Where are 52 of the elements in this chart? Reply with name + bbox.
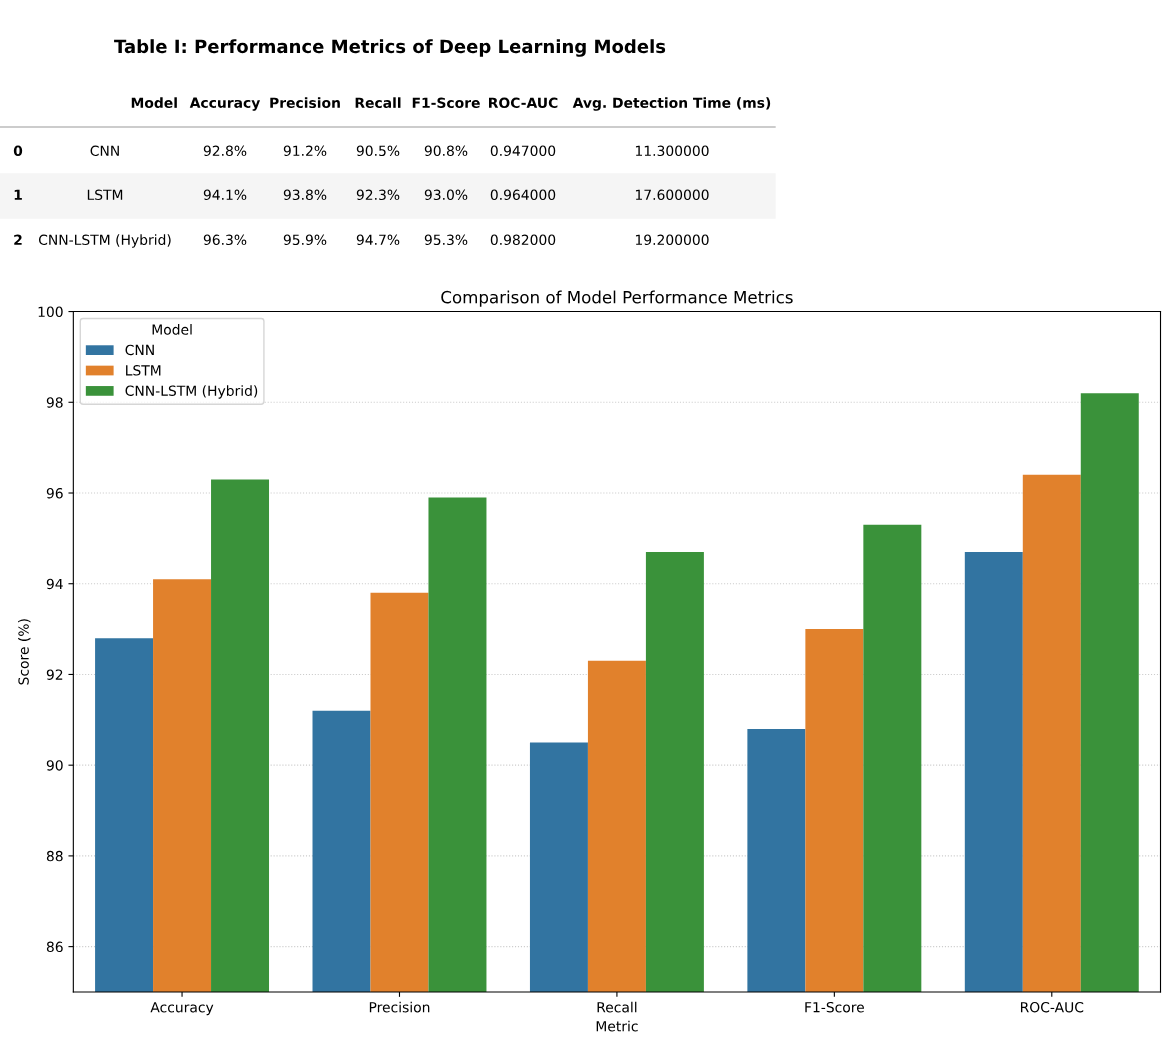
text: 90.8% [424,145,468,157]
text: 0.947000 [490,145,556,157]
y-tick-label: 94 [46,578,63,590]
text: 93.8% [283,189,327,201]
chart-title: Comparison of Model Performance Metrics [441,290,793,307]
x-tick-label: F1-Score [805,1001,864,1013]
text: 19.200000 [635,234,709,246]
category-label: ROC-AUC [489,97,558,109]
y-tick-label: 98 [46,397,63,408]
text: LSTM [87,189,123,201]
x-axis-title: Metric [596,1020,638,1032]
legend-label: CNN-LSTM (Hybrid) [125,385,258,399]
y-tick-label: 86 [46,941,63,953]
x-tick-label: Recall [597,1001,637,1013]
y-tick-label: 92 [46,669,63,680]
legend-label: CNN [125,344,154,356]
text: 92.8% [203,145,247,157]
text: 11.300000 [635,145,709,157]
y-tick-label: 88 [46,850,63,862]
category-label: Precision [270,97,340,109]
x-tick-label: ROC-AUC [1020,1001,1084,1013]
y-tick-label: 90 [46,760,63,771]
x-tick-label: Precision [369,1001,430,1013]
category-label: Model [131,97,177,109]
category-label: Avg. Detection Time (ms) [572,97,771,111]
text: 95.3% [424,234,468,246]
text: 0.964000 [490,189,556,201]
text: 94.1% [203,189,247,201]
y-axis-title: Score (%) [18,619,31,685]
text: 0 [13,145,23,157]
text: CNN-LSTM (Hybrid) [38,234,171,248]
category-label: F1-Score [412,97,480,109]
text: CNN [90,145,119,157]
text: 90.5% [356,145,400,157]
text: 91.2% [283,145,327,157]
legend-label: LSTM [126,365,161,376]
y-tick-label: 100 [38,306,63,318]
legend-title: Model [152,324,192,335]
text: 95.9% [283,234,327,246]
text: 2 [14,234,22,245]
category-label: Accuracy [189,97,261,111]
text: 0.982000 [490,234,556,246]
text: 93.0% [424,189,468,201]
category-label: Recall [355,97,401,109]
x-tick-label: Accuracy [150,1002,214,1016]
text: 92.3% [356,189,400,201]
text: 1 [14,189,22,200]
text: 17.600000 [635,189,709,201]
y-tick-label: 96 [46,487,63,499]
text: Table I: Performance Metrics of Deep Learning Models [114,39,666,57]
text: 94.7% [356,234,400,246]
text: 96.3% [203,234,247,246]
